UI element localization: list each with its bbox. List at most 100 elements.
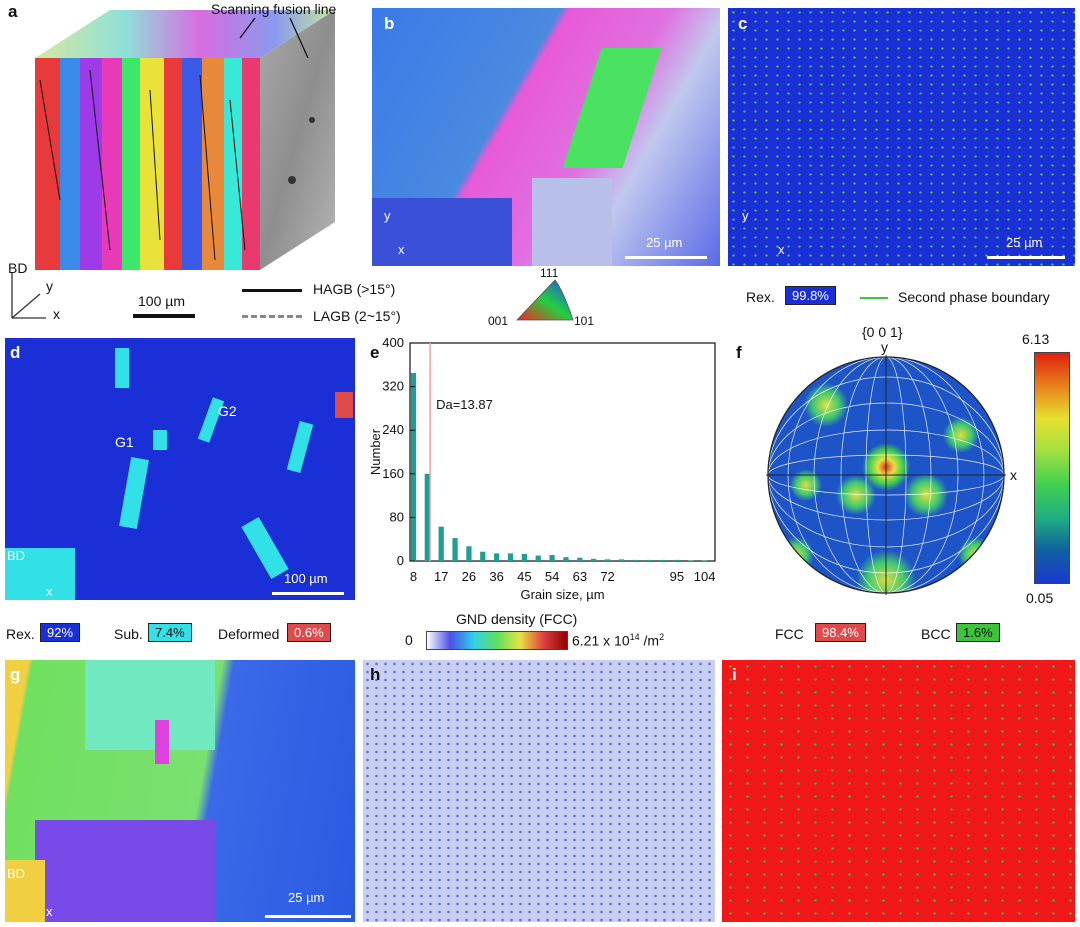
axis-x-label: x: [53, 306, 60, 322]
mean-grain-size-annotation: Da=13.87: [436, 397, 493, 412]
y-tick-label: 400: [382, 335, 404, 350]
gnd-colorbar: [426, 631, 568, 650]
rex-label-c: Rex.: [746, 289, 775, 305]
histogram-bar: [535, 555, 541, 561]
x-tick-label: 63: [573, 569, 587, 584]
rex-badge-c: 99.8%: [785, 286, 836, 305]
x-tick-label: 104: [694, 569, 716, 584]
x-tick-label: 54: [545, 569, 559, 584]
panel-c-phase-map: [728, 8, 1075, 266]
pf-scale-min: 0.05: [1026, 590, 1054, 606]
pole-figure: [766, 355, 1006, 595]
axis-g-bd: BD: [7, 866, 26, 881]
lagb-label: LAGB (2~15°): [313, 308, 401, 324]
panel-g-ipf-map: [5, 660, 355, 922]
scalebar-a: [133, 314, 195, 318]
axis-y-label: y: [46, 278, 53, 294]
histogram-bar: [563, 557, 569, 561]
ipf-111: 111: [540, 266, 559, 280]
axis-g-x: x: [46, 904, 53, 919]
rex-label-d: Rex.: [6, 626, 35, 642]
x-tick-label: 45: [517, 569, 531, 584]
x-tick-label: 36: [489, 569, 503, 584]
histogram-bar: [494, 553, 500, 561]
histogram-bar: [507, 553, 514, 561]
ipf-triangle-legend: [516, 279, 574, 321]
deformed-label: Deformed: [218, 626, 280, 642]
histogram-bar: [688, 560, 694, 561]
hagb-line: [242, 289, 302, 292]
panel-label-i: i: [732, 665, 737, 684]
gnd-unit-exp: 2: [659, 632, 665, 642]
y-tick-label: 240: [382, 422, 404, 437]
deformed-badge: 0.6%: [287, 623, 331, 642]
panel-label-e: e: [370, 343, 380, 362]
ipf-101: 101: [574, 314, 595, 328]
scalebar-d: [272, 592, 344, 595]
axis-bd-label: BD: [8, 260, 28, 276]
grain-size-histogram: Da=13.87 0 80 160 240 320 400 8 17 26 36 45 54 63 72 95…: [368, 335, 716, 602]
x-tick-label: 8: [410, 569, 417, 584]
histogram-bar: [701, 560, 708, 561]
fcc-badge: 98.4%: [815, 623, 866, 642]
scalebar-a-label: 100 µm: [138, 293, 185, 309]
y-tick-label: 160: [382, 466, 404, 481]
x-axis-label: Grain size, µm: [520, 587, 604, 602]
axis-b-y: y: [384, 208, 391, 223]
histogram-bar: [674, 559, 680, 561]
rex-badge-d: 92%: [40, 623, 81, 642]
gnd-max: 6.21 x 1014 /m2: [572, 632, 664, 649]
chart-frame: [409, 342, 716, 562]
pf-scale-max: 6.13: [1022, 331, 1050, 347]
histogram-bar: [660, 559, 666, 561]
axis-d-bd: BD: [7, 548, 26, 563]
gnd-min: 0: [405, 632, 413, 648]
panel-label-f: f: [736, 343, 742, 362]
sub-label: Sub.: [114, 626, 143, 642]
ipf-001: 001: [488, 314, 509, 328]
pole-figure-title: {0 0 1}: [862, 324, 903, 340]
panel-b-ipf-map: [372, 8, 720, 266]
scalebar-g: [265, 915, 351, 918]
fusion-line-annotation: Scanning fusion line: [211, 1, 337, 17]
pf-colorbar: [1034, 352, 1070, 584]
coordinate-axes-icon: [11, 272, 46, 319]
panel-h-gnd-map: [363, 660, 715, 922]
axis-d-x: x: [46, 584, 53, 599]
panel-i-phase-map: [722, 660, 1075, 922]
panel-label-g: g: [10, 665, 21, 684]
x-tick-label: 17: [434, 569, 448, 584]
grain-g2-label: G2: [218, 403, 237, 419]
histogram-bar: [466, 546, 472, 561]
y-tick-label: 80: [390, 509, 404, 524]
second-phase-label: Second phase boundary: [898, 289, 1050, 305]
gnd-title: GND density (FCC): [456, 611, 578, 627]
panel-label-b: b: [384, 14, 395, 33]
scalebar-d-label: 100 µm: [284, 571, 328, 586]
second-phase-line: [860, 297, 888, 299]
panel-d-recrystallization-map: [5, 338, 355, 600]
bcc-label: BCC: [921, 626, 951, 642]
panel-label-c: c: [738, 14, 748, 33]
panel-label-h: h: [370, 665, 381, 684]
pole-axis-x: x: [1010, 467, 1017, 483]
histogram-bar: [618, 559, 625, 561]
scalebar-c-label: 25 µm: [1006, 235, 1043, 250]
x-tick-label: 26: [462, 569, 476, 584]
histogram-bar: [632, 559, 638, 561]
y-tick-label: 320: [382, 379, 404, 394]
gnd-unit: /m: [639, 632, 660, 649]
gnd-max-base: 6.21 x 10: [572, 632, 630, 649]
lagb-line: [242, 315, 302, 318]
histogram-bar: [438, 526, 444, 561]
y-tick-label: 0: [397, 553, 404, 568]
panel-a-3d-block: [35, 10, 335, 270]
histogram-bar: [424, 473, 430, 561]
grain-g1-label: G1: [115, 434, 134, 450]
histogram-bar: [480, 551, 486, 561]
gnd-exp: 14: [629, 632, 640, 642]
axis-c-y: y: [742, 208, 749, 223]
histogram-bar: [410, 372, 417, 561]
histogram-bar: [591, 558, 597, 561]
sub-badge: 7.4%: [148, 623, 192, 642]
